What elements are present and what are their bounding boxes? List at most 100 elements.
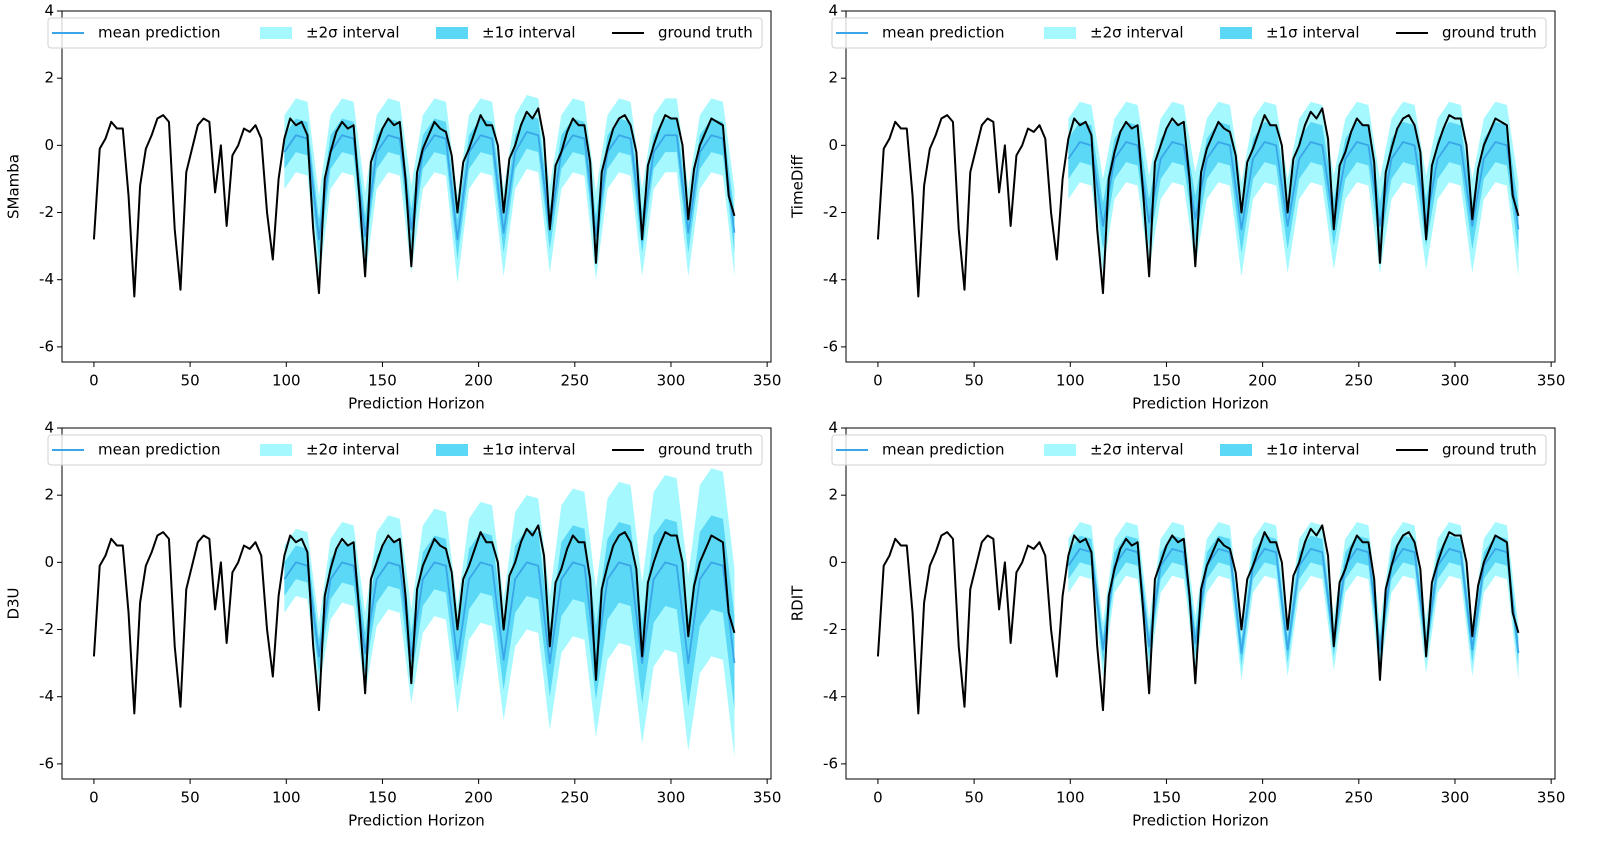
axes-frame bbox=[61, 427, 772, 780]
x-tick-label: 300 bbox=[657, 372, 686, 390]
legend-label: ground truth bbox=[658, 24, 753, 42]
legend: mean prediction ±2σ interval ±1σ interval g… bbox=[831, 17, 1547, 49]
legend: mean prediction ±2σ interval ±1σ interval g… bbox=[831, 434, 1547, 466]
y-tick-label: 4 bbox=[44, 2, 54, 20]
ground-truth-line bbox=[92, 524, 736, 715]
axes-frame bbox=[61, 10, 772, 363]
ground-truth-line bbox=[876, 524, 1520, 715]
x-tick-label: 200 bbox=[464, 789, 493, 807]
x-tick-label: 150 bbox=[368, 372, 397, 390]
plot-area bbox=[92, 94, 736, 298]
x-tick-label: 350 bbox=[1537, 789, 1566, 807]
x-tick-label: 0 bbox=[873, 372, 883, 390]
x-tick-label: 50 bbox=[181, 372, 200, 390]
y-tick-label: 0 bbox=[44, 136, 54, 154]
legend-label: ±1σ interval bbox=[1266, 24, 1360, 42]
x-tick-label: 0 bbox=[873, 789, 883, 807]
plot-area bbox=[876, 101, 1520, 298]
x-tick-label: 350 bbox=[753, 372, 782, 390]
x-tick-label: 100 bbox=[1056, 372, 1085, 390]
y-tick-label: 0 bbox=[828, 136, 838, 154]
y-tick-label: 4 bbox=[44, 419, 54, 437]
y-tick-label: 4 bbox=[828, 419, 838, 437]
legend-label: ±2σ interval bbox=[306, 24, 400, 42]
y-tick-label: -4 bbox=[39, 270, 54, 288]
legend-box bbox=[47, 17, 763, 49]
y-tick-label: -6 bbox=[823, 337, 838, 355]
y-axis-label: RDIT bbox=[789, 585, 807, 621]
y-tick-label: -6 bbox=[39, 754, 54, 772]
y-tick-label: -2 bbox=[39, 620, 54, 638]
y-tick-label: -2 bbox=[823, 203, 838, 221]
x-tick-label: 50 bbox=[965, 789, 984, 807]
y-tick-label: -2 bbox=[823, 620, 838, 638]
legend-label: ground truth bbox=[1442, 24, 1537, 42]
y-tick-label: 2 bbox=[44, 69, 54, 87]
legend-swatch bbox=[436, 27, 468, 39]
legend-swatch bbox=[436, 444, 468, 456]
x-tick-label: 150 bbox=[1152, 372, 1181, 390]
y-tick-label: 4 bbox=[828, 2, 838, 20]
y-axis-label: TimeDiff bbox=[789, 154, 807, 218]
y-tick-label: -6 bbox=[823, 754, 838, 772]
x-axis-label: Prediction Horizon bbox=[348, 812, 485, 830]
legend: mean prediction ±2σ interval ±1σ interval g… bbox=[47, 17, 763, 49]
y-axis-label: SMamba bbox=[5, 154, 23, 219]
legend-label: ±1σ interval bbox=[1266, 441, 1360, 459]
axes-frame bbox=[845, 10, 1556, 363]
legend-label: ±1σ interval bbox=[482, 441, 576, 459]
legend: mean prediction ±2σ interval ±1σ interval g… bbox=[47, 434, 763, 466]
x-tick-label: 0 bbox=[89, 372, 99, 390]
x-tick-label: 100 bbox=[272, 789, 301, 807]
x-tick-label: 300 bbox=[1441, 372, 1470, 390]
legend-label: ±2σ interval bbox=[1090, 24, 1184, 42]
subplot: 0 50 100 150 200 250 300 350 -6 -4 -2 0 2 4 Prediction… bbox=[5, 419, 782, 830]
legend-swatch bbox=[1220, 27, 1252, 39]
y-tick-label: -4 bbox=[39, 687, 54, 705]
y-tick-label: 2 bbox=[44, 486, 54, 504]
ground-truth-line bbox=[876, 107, 1520, 298]
x-tick-label: 200 bbox=[1248, 789, 1277, 807]
ground-truth-line bbox=[92, 107, 736, 298]
legend-label: ±1σ interval bbox=[482, 24, 576, 42]
y-tick-label: 0 bbox=[44, 553, 54, 571]
x-tick-label: 250 bbox=[1344, 372, 1373, 390]
x-tick-label: 0 bbox=[89, 789, 99, 807]
x-tick-label: 150 bbox=[1152, 789, 1181, 807]
mean-line bbox=[1067, 548, 1520, 654]
x-tick-label: 100 bbox=[272, 372, 301, 390]
axes-frame bbox=[845, 427, 1556, 780]
x-tick-label: 250 bbox=[560, 789, 589, 807]
legend-label: ground truth bbox=[1442, 441, 1537, 459]
x-tick-label: 300 bbox=[1441, 789, 1470, 807]
x-tick-label: 200 bbox=[464, 372, 493, 390]
legend-box bbox=[47, 434, 763, 466]
legend-label: ground truth bbox=[658, 441, 753, 459]
legend-swatch bbox=[1220, 444, 1252, 456]
y-tick-label: 2 bbox=[828, 486, 838, 504]
plot-area bbox=[876, 522, 1520, 715]
x-tick-label: 250 bbox=[560, 372, 589, 390]
legend-label: mean prediction bbox=[882, 441, 1005, 459]
x-tick-label: 50 bbox=[965, 372, 984, 390]
y-tick-label: 0 bbox=[828, 553, 838, 571]
y-tick-label: -4 bbox=[823, 687, 838, 705]
subplot: 0 50 100 150 200 250 300 350 -6 -4 -2 0 2 4 Prediction… bbox=[5, 2, 782, 413]
legend-swatch bbox=[260, 27, 292, 39]
legend-label: mean prediction bbox=[98, 24, 221, 42]
subplot: 0 50 100 150 200 250 300 350 -6 -4 -2 0 2 4 Prediction… bbox=[789, 2, 1566, 413]
y-tick-label: 2 bbox=[828, 69, 838, 87]
x-tick-label: 200 bbox=[1248, 372, 1277, 390]
legend-swatch bbox=[1044, 27, 1076, 39]
y-axis-label: D3U bbox=[5, 587, 23, 619]
subplot: 0 50 100 150 200 250 300 350 -6 -4 -2 0 2 4 Prediction… bbox=[789, 419, 1566, 830]
legend-label: mean prediction bbox=[98, 441, 221, 459]
plot-area bbox=[92, 468, 736, 758]
x-axis-label: Prediction Horizon bbox=[1132, 395, 1269, 413]
y-tick-label: -2 bbox=[39, 203, 54, 221]
x-tick-label: 350 bbox=[753, 789, 782, 807]
legend-label: ±2σ interval bbox=[1090, 441, 1184, 459]
legend-label: mean prediction bbox=[882, 24, 1005, 42]
interval-band bbox=[1068, 535, 1519, 667]
